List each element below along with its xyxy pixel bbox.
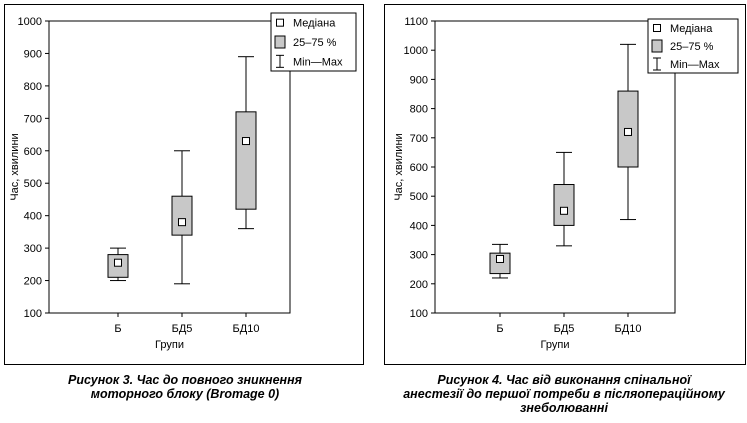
- chart-4-box: [553, 184, 575, 226]
- chart-3-y-tick-label: 400: [24, 211, 42, 223]
- chart-3-y-tick-label: 1000: [18, 16, 42, 28]
- chart-4-y-tick-label: 800: [410, 104, 428, 116]
- figure-3-caption-line-1: Рисунок 3. Час до повного зникнення: [67, 373, 302, 387]
- chart-4-plot-area: [434, 20, 676, 314]
- chart-3-y-tick-label: 500: [24, 178, 42, 190]
- chart-4-legend-median-symbol: [653, 24, 661, 32]
- figure-4-caption-line-1: Рисунок 4. Час від виконання спінальної: [437, 373, 691, 387]
- chart-4-x-axis-label: Групи: [541, 339, 570, 351]
- chart-3-y-tick-label: 900: [24, 48, 42, 60]
- chart-4-y-tick-label: 200: [410, 279, 428, 291]
- chart-4-x-tick-label: Б: [496, 323, 503, 335]
- chart-3-x-axis-label: Групи: [155, 339, 184, 351]
- chart-4-y-tick-label: 300: [410, 250, 428, 262]
- chart-4-y-axis-label: Час, хвилини: [393, 133, 405, 200]
- chart-3-median-marker: [114, 258, 122, 267]
- chart-3-legend-range-label: Min—Max: [293, 56, 343, 68]
- chart-3-legend-iqr-symbol: [274, 35, 286, 49]
- chart-3-legend-median-symbol: [276, 18, 284, 27]
- chart-4-y-tick-label: 900: [410, 74, 428, 86]
- chart-4-legend-range-label: Min—Max: [670, 59, 720, 71]
- chart-3-x-tick-label: Б: [114, 323, 121, 335]
- chart-4-x-tick-label: БД5: [554, 323, 575, 335]
- chart-4-legend-median-label: Медіана: [670, 23, 713, 35]
- chart-4-y-tick-label: 700: [410, 133, 428, 145]
- chart-3-y-tick-label: 700: [24, 113, 42, 125]
- chart-4-x-tick-label: БД10: [615, 323, 642, 335]
- chart-4-y-tick-label: 1000: [404, 45, 428, 57]
- chart-3-box: [235, 111, 257, 210]
- chart-4-y-tick-label: 400: [410, 220, 428, 232]
- figure-4-caption-line-2: анестезії до першої потреби в післяопера…: [403, 387, 725, 401]
- chart-4-y-tick-label: 500: [410, 191, 428, 203]
- chart-4-legend: [647, 18, 739, 74]
- chart-3-legend-median-label: Медіана: [293, 18, 336, 30]
- chart-3-y-tick-label: 800: [24, 81, 42, 93]
- chart-4-median-marker: [624, 127, 632, 136]
- figure-4-caption: Рисунок 4. Час від виконання спінальної …: [388, 373, 740, 415]
- chart-3-y-tick-label: 300: [24, 243, 42, 255]
- chart-3-legend-iqr-label: 25–75 %: [293, 37, 337, 49]
- chart-3-y-tick-label: 600: [24, 146, 42, 158]
- chart-3-x-tick-label: БД10: [233, 323, 260, 335]
- chart-3-y-axis-label: Час, хвилини: [9, 133, 21, 200]
- chart-3-box: [171, 195, 193, 236]
- chart-4-box: [489, 252, 511, 275]
- chart-3-x-tick-label: БД5: [172, 323, 193, 335]
- chart-4-legend-iqr-label: 25–75 %: [670, 41, 714, 53]
- chart-4-y-tick-label: 1100: [404, 16, 428, 28]
- chart-4-legend-iqr-symbol: [651, 39, 663, 53]
- chart-3-y-tick-label: 100: [24, 308, 42, 320]
- chart-4-median-marker: [496, 254, 504, 263]
- figure-3-caption: Рисунок 3. Час до повного зникнення мото…: [20, 373, 350, 401]
- chart-4-median-marker: [560, 206, 568, 215]
- chart-4-y-tick-label: 600: [410, 162, 428, 174]
- chart-3-median-marker: [242, 137, 250, 146]
- chart-4-y-tick-label: 100: [410, 308, 428, 320]
- chart-3-y-tick-label: 200: [24, 276, 42, 288]
- figure-3-caption-line-2: моторного блоку (Bromage 0): [90, 387, 280, 401]
- figure-4-caption-line-3: знеболюванні: [520, 401, 608, 415]
- chart-3-median-marker: [178, 218, 186, 227]
